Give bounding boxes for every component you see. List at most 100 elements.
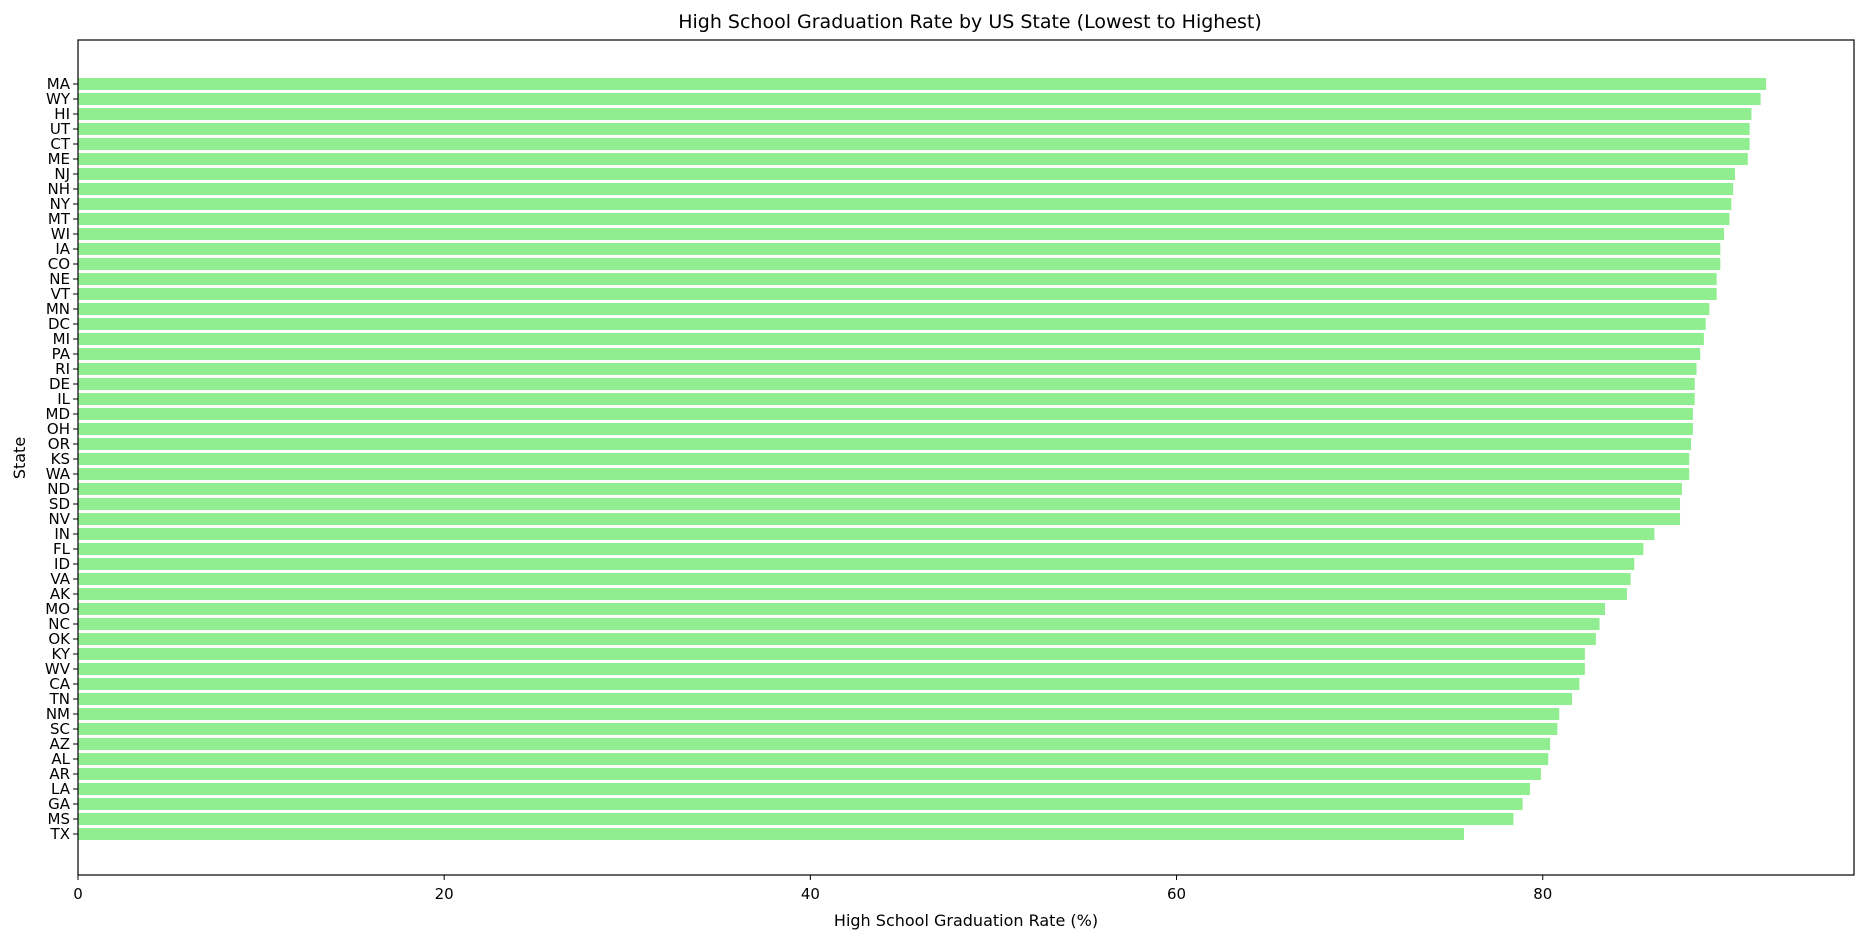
bar-wy [78,93,1761,105]
bar-ny [78,198,1732,210]
y-tick-label: WV [45,660,71,678]
bar-or [78,438,1692,450]
bar-wv [78,663,1585,675]
y-tick-label: WA [46,465,71,483]
x-tick-label: 60 [1167,885,1186,903]
bar-ar [78,768,1541,780]
bar-az [78,738,1551,750]
y-tick-label: NE [49,270,70,288]
bar-fl [78,543,1644,555]
y-tick-label: ND [47,480,70,498]
y-tick-label: IA [55,240,70,258]
y-tick-label: OR [48,435,70,453]
bar-ct [78,138,1750,150]
y-tick-label: WY [46,90,71,108]
bar-ne [78,273,1717,285]
x-axis-title: High School Graduation Rate (%) [834,911,1098,930]
y-tick-label: CT [50,135,70,153]
bar-de [78,378,1695,390]
y-tick-label: NV [49,510,71,528]
bar-nc [78,618,1600,630]
y-tick-label: KS [51,450,70,468]
bar-il [78,393,1695,405]
y-tick-label: CA [49,675,70,693]
bar-va [78,573,1631,585]
y-tick-label: NH [48,180,71,198]
y-tick-label: AZ [49,735,70,753]
y-tick-label: MI [53,330,70,348]
y-tick-label: SC [50,720,70,738]
y-tick-label: FL [53,540,71,558]
y-tick-label: MT [48,210,71,228]
bar-in [78,528,1655,540]
y-tick-label: AK [50,585,71,603]
y-tick-label: VT [51,285,71,303]
y-tick-label: IL [57,390,70,408]
y-tick-label: OK [48,630,71,648]
y-tick-label: IN [54,525,70,543]
bar-mn [78,303,1710,315]
bar-nd [78,483,1682,495]
bar-tn [78,693,1573,705]
bar-oh [78,423,1693,435]
y-tick-label: CO [48,255,70,273]
bar-ms [78,813,1514,825]
bar-nj [78,168,1735,180]
bar-md [78,408,1693,420]
bar-dc [78,318,1706,330]
bar-ri [78,363,1697,375]
bar-wa [78,468,1690,480]
bar-ok [78,633,1596,645]
y-tick-label: VA [50,570,70,588]
x-tick-label: 20 [435,885,454,903]
y-axis-title: State [10,437,29,479]
bar-tx [78,828,1465,840]
x-tick-label: 80 [1533,885,1552,903]
bar-co [78,258,1721,270]
y-tick-label: PA [52,345,71,363]
bar-wi [78,228,1725,240]
y-tick-label: DC [48,315,70,333]
bar-hi [78,108,1752,120]
x-tick-label: 40 [801,885,820,903]
bar-ak [78,588,1627,600]
y-tick-label: MD [46,405,71,423]
y-tick-label: NJ [54,165,70,183]
y-tick-label: NC [48,615,70,633]
bar-ky [78,648,1585,660]
bar-mi [78,333,1704,345]
plot-frame [77,39,1855,876]
bar-nm [78,708,1560,720]
bar-me [78,153,1748,165]
bar-al [78,753,1549,765]
y-tick-label: OH [47,420,70,438]
bar-nv [78,513,1681,525]
x-tick-label: 0 [73,885,83,903]
y-tick-label: MO [45,600,70,618]
y-tick-label: UT [50,120,71,138]
y-tick-label: NY [50,195,71,213]
bar-pa [78,348,1701,360]
bar-sc [78,723,1558,735]
y-tick-label: SD [49,495,70,513]
y-tick-label: GA [48,795,71,813]
bar-ca [78,678,1580,690]
bar-ut [78,123,1750,135]
y-tick-label: ID [54,555,70,573]
y-tick-label: LA [51,780,71,798]
y-tick-label: RI [55,360,70,378]
x-ticks-layer: 0 20 40 60 80 [73,875,1552,903]
y-tick-label: KY [52,645,71,663]
y-tick-label: TX [50,825,70,843]
y-tick-label: AL [51,750,70,768]
y-tick-label: TN [49,690,70,708]
y-tick-label: MN [46,300,70,318]
bar-vt [78,288,1717,300]
bar-ks [78,453,1690,465]
bar-la [78,783,1530,795]
y-tick-label: NM [46,705,70,723]
bar-ga [78,798,1523,810]
y-tick-label: HI [54,105,70,123]
